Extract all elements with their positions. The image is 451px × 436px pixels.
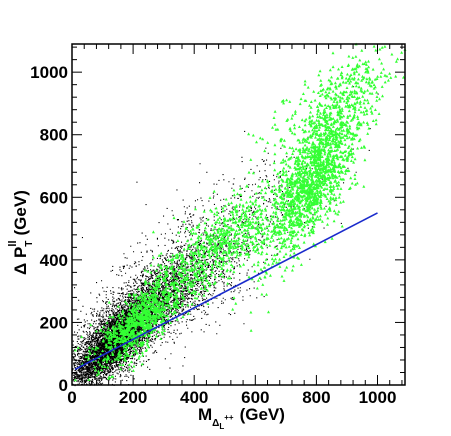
x-tick-label: 200 [119, 388, 147, 407]
y-axis-title: Δ PTll(GeV) [7, 190, 35, 275]
axis-tick-labels: 0 200 400 600 800 1000 0 200 400 600 800 1000 [30, 63, 396, 407]
x-tick-label: 1000 [359, 388, 397, 407]
y-tick-label: 1000 [30, 63, 68, 82]
y-tick-label: 600 [40, 188, 68, 207]
x-tick-label: 400 [180, 388, 208, 407]
x-axis-title: MΔL++ (GeV) [198, 405, 285, 431]
x-tick-label: 0 [67, 388, 76, 407]
fit-line [74, 212, 378, 371]
series-1-cluster-2 [222, 56, 389, 332]
y-tick-label: 400 [40, 251, 68, 270]
y-tick-label: 200 [40, 313, 68, 332]
x-tick-label: 600 [241, 388, 269, 407]
data-points [72, 42, 407, 387]
axis-ticks [71, 44, 405, 386]
series-0-cluster-0 [72, 253, 191, 387]
plot-frame [71, 43, 406, 386]
series-1-points [73, 42, 407, 382]
y-tick-label: 0 [59, 376, 68, 395]
fit-lines [74, 212, 378, 371]
x-tick-label: 800 [302, 388, 330, 407]
y-tick-label: 800 [40, 126, 68, 145]
